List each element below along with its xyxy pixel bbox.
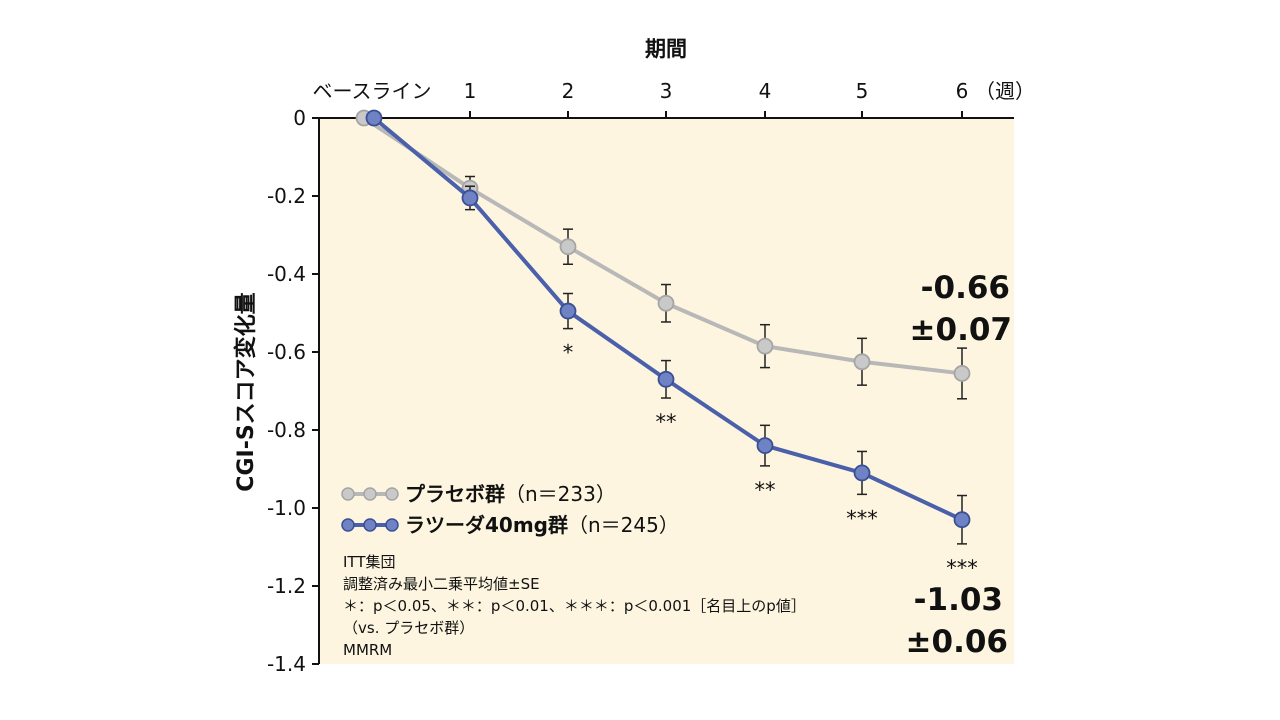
y-tick-label: -0.4: [267, 262, 306, 286]
legend-marker-placebo: [363, 487, 377, 501]
legend-label-placebo: プラセボ群: [405, 482, 505, 506]
footnotes: ITT集団 調整済み最小二乗平均値±SE ＊：p＜0.05、＊＊：p＜0.01、…: [343, 553, 806, 659]
legend-marker-latuda: [341, 518, 355, 532]
legend-item-latuda: ラツーダ40mg群（n＝245）: [341, 513, 679, 537]
x-tick-label: 1: [464, 79, 477, 103]
final-value-placebo: -0.66 ±0.07: [910, 270, 1012, 348]
x-axis-title: 期間: [645, 37, 687, 61]
data-point-placebo: [756, 337, 774, 355]
note-model: MMRM: [343, 641, 392, 659]
x-tick-label: 2: [562, 79, 575, 103]
x-axis-unit: （週）: [975, 79, 1035, 103]
x-tick-label: 4: [759, 79, 772, 103]
data-point-placebo: [953, 365, 971, 382]
final-value-latuda: -1.03 ±0.06: [906, 582, 1008, 660]
data-point-latuda: [559, 302, 577, 320]
note-population: ITT集団: [343, 553, 396, 571]
legend-item-placebo: プラセボ群（n＝233）: [341, 482, 616, 506]
x-tick-label: ベースライン: [313, 79, 432, 103]
data-point-latuda: [461, 189, 479, 207]
data-point-latuda: [853, 464, 871, 482]
y-axis-title: CGI-Sスコア変化量: [233, 292, 259, 491]
note-statistic: 調整済み最小二乗平均値±SE: [343, 575, 540, 593]
legend-marker-latuda: [363, 518, 377, 532]
y-tick-label: 0: [293, 106, 306, 130]
y-tick-label: -0.6: [267, 340, 306, 364]
data-point-latuda: [657, 370, 675, 388]
svg-text:ラツーダ40mg群（n＝245）: ラツーダ40mg群（n＝245）: [405, 513, 679, 537]
y-tick-label: -0.2: [267, 184, 306, 208]
note-comparison: （vs. プラセボ群）: [343, 619, 474, 637]
data-point-latuda: [953, 511, 971, 529]
data-point-placebo: [853, 353, 871, 371]
x-tick-label: 5: [856, 79, 869, 103]
data-point-placebo: [657, 294, 675, 312]
x-tick-label: 3: [660, 79, 673, 103]
legend-n-latuda: （n＝245）: [568, 513, 679, 537]
final-value-placebo-se: ±0.07: [910, 312, 1012, 348]
significance-marker: **: [755, 478, 776, 502]
legend-n-placebo: （n＝233）: [505, 482, 616, 506]
significance-marker: ***: [846, 506, 878, 530]
final-value-placebo-mean: -0.66: [921, 270, 1010, 306]
significance-marker: ***: [946, 556, 978, 580]
final-value-latuda-se: ±0.06: [906, 624, 1008, 660]
data-point-latuda: [756, 437, 774, 455]
final-value-latuda-mean: -1.03: [914, 582, 1003, 618]
significance-marker: *: [563, 341, 574, 365]
data-point-placebo: [559, 238, 577, 256]
note-pvalues: ＊：p＜0.05、＊＊：p＜0.01、＊＊＊：p＜0.001［名目上のp値］: [343, 597, 806, 615]
legend-label-latuda: ラツーダ40mg群: [405, 513, 568, 537]
legend-marker-placebo: [385, 487, 399, 501]
data-point-latuda: [365, 109, 383, 127]
x-tick-label: 6: [956, 79, 969, 103]
y-tick-label: -1.2: [267, 574, 306, 598]
significance-marker: **: [656, 410, 677, 434]
y-tick-label: -1.4: [267, 652, 306, 676]
svg-text:プラセボ群（n＝233）: プラセボ群（n＝233）: [405, 482, 616, 506]
annotation-layer: ***********: [563, 341, 978, 580]
series-layer: [355, 109, 971, 545]
legend: プラセボ群（n＝233） ラツーダ40mg群（n＝245）: [341, 482, 679, 537]
axes: 0 -0.2 -0.4 -0.6 -0.8 -1.0 -1.2 -1.4 ベースライン 1 2 3 4 5…: [267, 79, 1014, 676]
legend-marker-placebo: [341, 487, 355, 501]
legend-marker-latuda: [385, 518, 399, 532]
y-tick-label: -0.8: [267, 418, 306, 442]
y-tick-label: -1.0: [267, 496, 306, 520]
series-latuda: [365, 109, 971, 545]
